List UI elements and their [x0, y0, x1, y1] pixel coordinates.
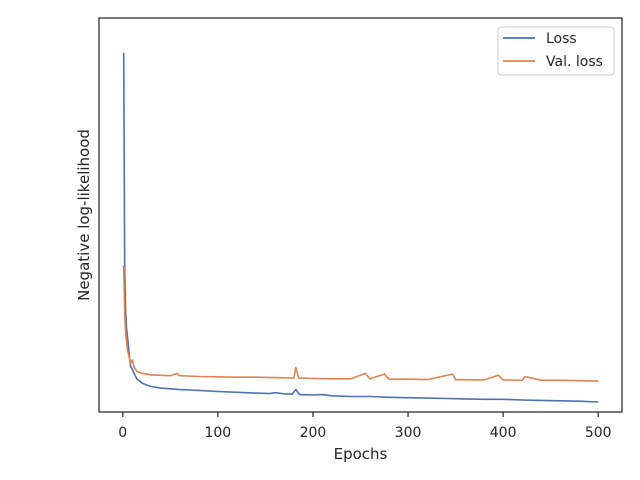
x-tick-label: 200 — [300, 425, 327, 441]
plot-frame — [98, 17, 623, 413]
x-axis-label: Epochs — [334, 445, 388, 463]
x-tick-label: 400 — [490, 425, 517, 441]
x-tick-label: 300 — [395, 425, 422, 441]
series-line-val-loss — [122, 265, 599, 382]
legend: Loss Val. loss — [497, 26, 615, 76]
x-tick-label: 500 — [585, 425, 612, 441]
x-axis: 0 100 200 300 400 500 — [118, 412, 612, 441]
plot-lines — [122, 52, 599, 403]
legend-label-loss: Loss — [546, 31, 577, 47]
series-line-loss — [122, 52, 599, 403]
y-axis-label: Negative log-likelihood — [75, 129, 93, 301]
x-tick-label: 0 — [118, 425, 127, 441]
x-tick-label: 100 — [204, 425, 231, 441]
legend-label-val-loss: Val. loss — [546, 54, 603, 70]
legend-box — [497, 26, 615, 76]
